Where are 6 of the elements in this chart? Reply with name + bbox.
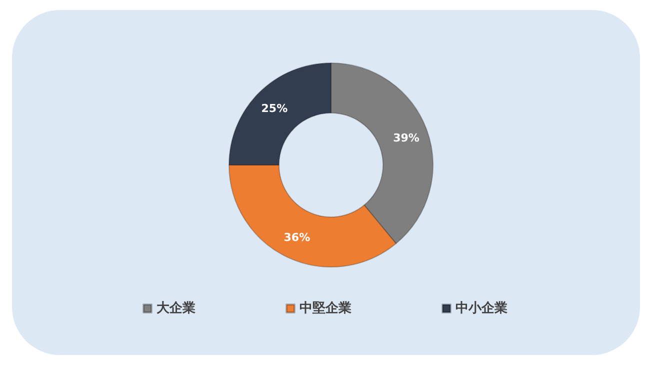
legend-label: 中小企業 bbox=[456, 301, 508, 316]
data-label: 25% bbox=[261, 102, 288, 115]
legend-label: 大企業 bbox=[156, 301, 196, 316]
legend-label: 中堅企業 bbox=[300, 301, 352, 316]
data-label: 39% bbox=[393, 131, 420, 144]
data-label: 36% bbox=[284, 230, 310, 244]
